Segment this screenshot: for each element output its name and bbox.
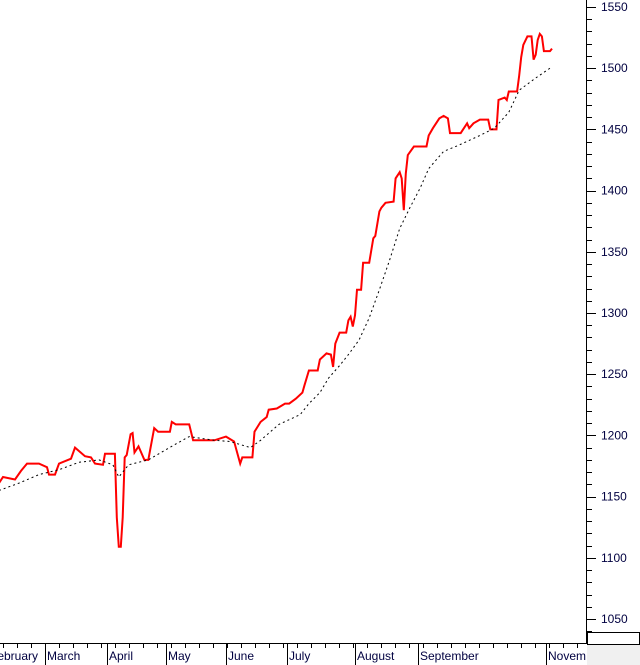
y-tick-label: 1250 [601, 367, 628, 381]
plot-area [0, 31, 553, 548]
moving-average-line [0, 67, 551, 491]
price-line [0, 31, 553, 548]
axis-corner-box [587, 632, 640, 645]
y-tick-label: 1200 [601, 428, 628, 442]
x-tick-label: February [0, 649, 38, 663]
y-tick-label: 1550 [601, 0, 628, 14]
y-tick-label: 1050 [601, 612, 628, 626]
x-tick-label: September [420, 649, 479, 663]
y-tick-label: 1150 [601, 490, 627, 504]
y-tick-label: 1300 [601, 306, 628, 320]
y-axis: 1050 1100 1150 1200 1250 1300 1350 1400 1450 1500… [586, 0, 628, 644]
y-tick-label: 1400 [601, 184, 628, 198]
x-tick-label: July [289, 649, 310, 663]
x-axis: February March April May June July August Septe… [0, 632, 640, 665]
x-tick-label: August [357, 649, 395, 663]
y-tick-label: 1500 [601, 61, 628, 75]
x-tick-label: June [228, 649, 254, 663]
x-tick-label: Novem [548, 649, 586, 663]
x-tick-label: May [168, 649, 191, 663]
y-tick-label: 1450 [601, 122, 628, 136]
axis-corner [587, 645, 640, 665]
x-tick-label: April [109, 649, 133, 663]
y-tick-label: 1350 [601, 245, 628, 259]
y-tick-label: 1100 [601, 551, 627, 565]
x-tick-label: March [47, 649, 80, 663]
